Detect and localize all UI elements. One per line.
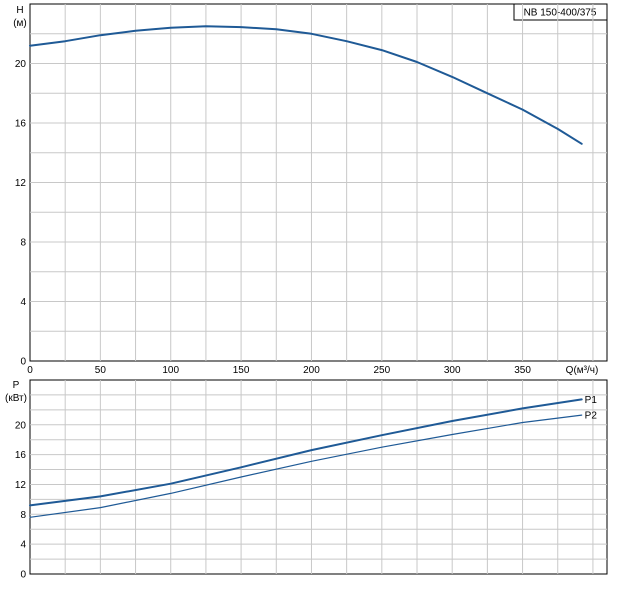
- power-y-tick-label: 16: [15, 450, 27, 461]
- head-y-tick-label: 20: [15, 59, 27, 70]
- power-y-tick-label: 20: [15, 420, 27, 431]
- head-y-tick-label: 16: [15, 119, 27, 130]
- flow-x-tick-label: 300: [444, 365, 461, 376]
- power-plot-frame: [29, 379, 608, 575]
- power-y-tick-label: 12: [15, 480, 27, 491]
- power-y-tick-label: 8: [20, 510, 26, 521]
- flow-x-tick-label: 50: [95, 365, 107, 376]
- chart-title: NB 150-400/375: [524, 8, 597, 19]
- head-y-tick-label: 8: [20, 238, 26, 249]
- flow-axis-label: Q(м³/ч): [566, 365, 599, 376]
- head-axis-unit: (м): [13, 18, 27, 29]
- flow-x-tick-label: 0: [27, 365, 33, 376]
- power-axis-unit: (кВт): [5, 393, 27, 404]
- title-box: [513, 3, 608, 21]
- power-series-line-p2: [29, 414, 583, 518]
- head-axis-symbol: H: [16, 5, 23, 16]
- flow-x-tick-label: 150: [233, 365, 250, 376]
- power-y-tick-label: 4: [20, 540, 26, 551]
- power-axis-symbol: P: [13, 380, 20, 391]
- flow-x-tick-label: 200: [303, 365, 320, 376]
- head-y-tick-label: 4: [20, 297, 26, 308]
- flow-x-tick-label: 350: [514, 365, 531, 376]
- head-y-tick-label: 12: [15, 178, 27, 189]
- head-series-line: [29, 25, 583, 145]
- head-y-tick-label: 0: [20, 357, 26, 368]
- power-series-label: P2: [585, 411, 598, 422]
- flow-x-tick-label: 100: [162, 365, 179, 376]
- power-y-tick-label: 0: [20, 570, 26, 581]
- flow-x-tick-label: 250: [373, 365, 390, 376]
- power-series-line-p1: [29, 398, 583, 507]
- power-series-label: P1: [585, 395, 598, 406]
